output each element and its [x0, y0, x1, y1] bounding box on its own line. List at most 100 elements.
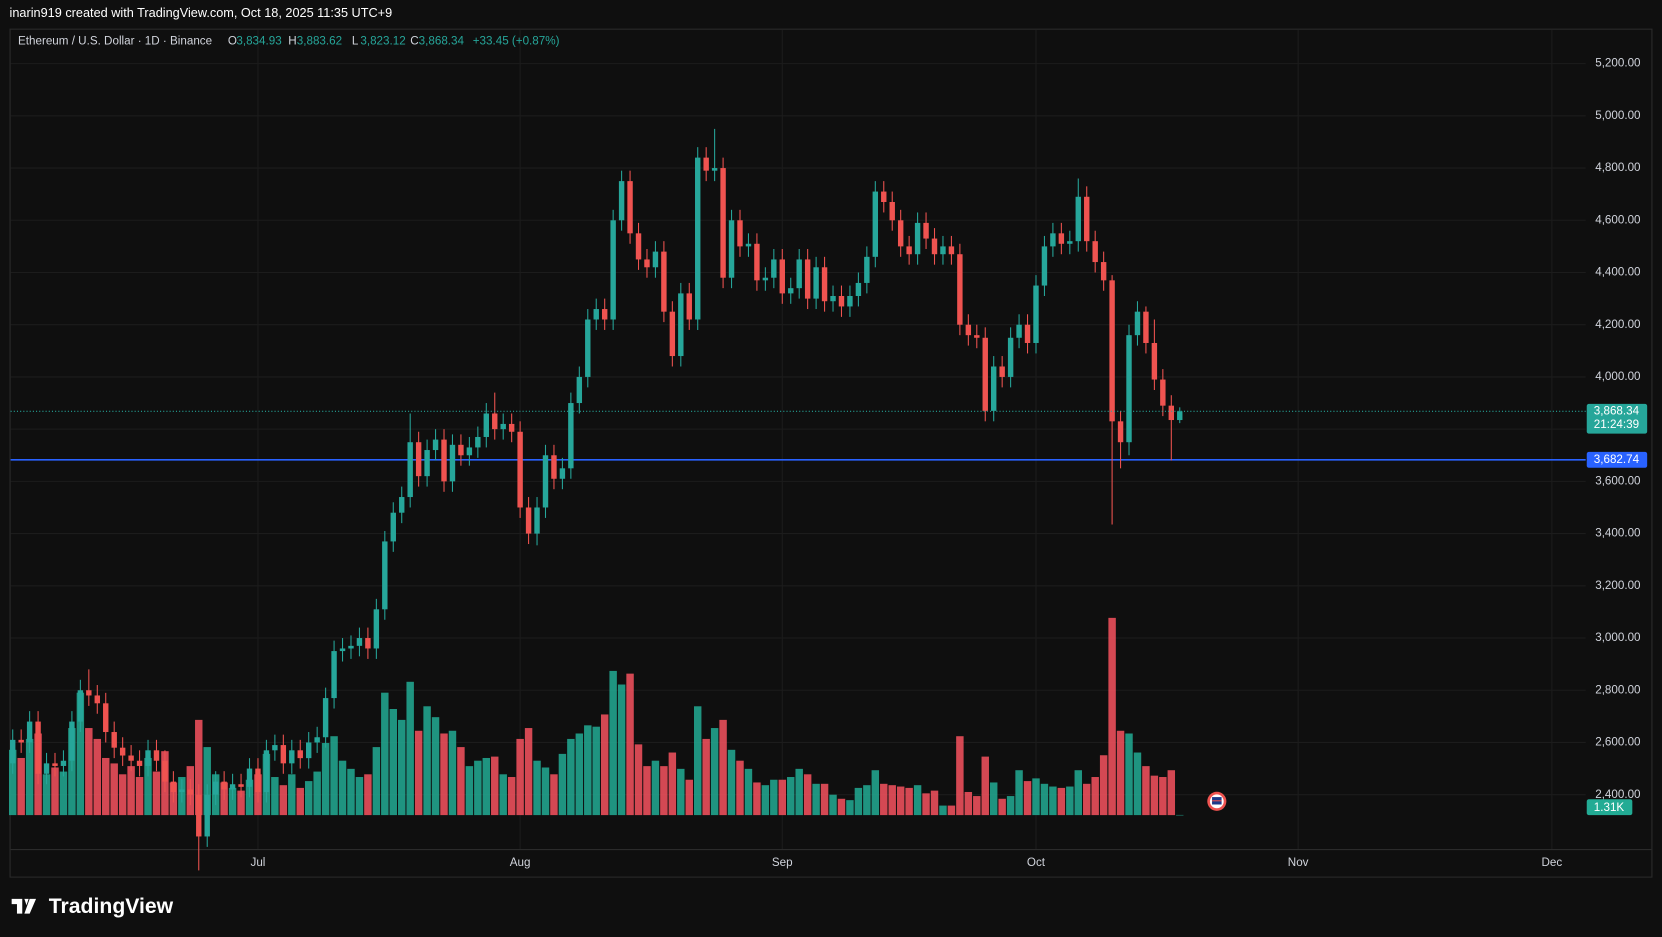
- candle-body: [838, 295, 845, 307]
- volume-bar: [25, 738, 34, 816]
- volume-bar: [617, 684, 626, 816]
- volume-bar: [710, 728, 719, 816]
- candle-body: [179, 789, 185, 793]
- volume-bar: [998, 798, 1006, 816]
- candle-body: [965, 324, 972, 336]
- y-tick-label: 2,400.00: [1595, 788, 1641, 801]
- y-tick-label: 4,600.00: [1595, 213, 1641, 226]
- y-tick-label: 3,400.00: [1595, 527, 1641, 540]
- volume-bar: [575, 733, 584, 816]
- candle-body: [754, 243, 760, 281]
- volume-bar: [1116, 730, 1125, 816]
- volume-bar: [634, 744, 643, 816]
- candle-body: [627, 181, 633, 234]
- volume-bar: [507, 777, 516, 816]
- candle-body: [542, 455, 549, 508]
- volume-bar: [643, 766, 651, 816]
- candle-body: [1050, 233, 1056, 247]
- legend-change: +33.45 (+0.87%): [473, 34, 560, 47]
- candle-body: [441, 439, 447, 482]
- logo[interactable]: TradingView: [11, 895, 174, 918]
- candle-body: [35, 721, 41, 774]
- countdown: 21:24:39: [1594, 418, 1639, 431]
- volume-bar: [144, 757, 152, 816]
- volume-bar: [761, 785, 770, 816]
- volume-bar: [973, 796, 981, 816]
- volume-bar: [668, 752, 677, 816]
- volume-bar: [820, 783, 829, 816]
- volume-bar: [398, 719, 406, 816]
- candle-body: [585, 319, 591, 377]
- candle-body: [1134, 311, 1141, 336]
- candle-body: [136, 760, 143, 766]
- candle-body: [728, 220, 735, 278]
- candle-body: [60, 760, 67, 766]
- volume-bar: [448, 730, 457, 816]
- candle-body: [1041, 246, 1048, 286]
- volume-bar: [736, 760, 744, 816]
- candle-body: [43, 763, 50, 774]
- volume-bar: [1091, 777, 1099, 816]
- candle-body: [1016, 324, 1022, 338]
- candle-body: [339, 648, 346, 652]
- volume-bar: [600, 714, 609, 816]
- volume-bar: [1159, 777, 1167, 816]
- volume-bar: [1099, 755, 1108, 816]
- candle-body: [864, 256, 870, 283]
- candle-body: [1007, 337, 1014, 377]
- volume-bar: [584, 725, 592, 816]
- candle-body: [314, 737, 320, 743]
- candle-body: [212, 781, 219, 795]
- volume-bar: [42, 774, 51, 816]
- volume-bar: [414, 730, 423, 816]
- candle-body: [610, 220, 616, 320]
- volume-bar: [8, 749, 17, 816]
- candle-body: [86, 690, 92, 696]
- volume-bar: [499, 774, 507, 816]
- header-text: inarin919 created with TradingView.com, …: [10, 5, 393, 20]
- candle-body: [830, 295, 836, 302]
- candle-body: [52, 763, 58, 766]
- symbol-title: Ethereum / U.S. Dollar · 1D · Binance: [18, 34, 212, 47]
- volume-bar: [1066, 786, 1074, 816]
- candle-body: [229, 784, 236, 790]
- volume-bar: [727, 749, 736, 816]
- candle-body: [297, 750, 303, 759]
- y-tick-label: 3,200.00: [1595, 579, 1641, 592]
- legend-key: C: [410, 34, 418, 47]
- volume-bar: [76, 692, 85, 816]
- candle-body: [432, 439, 439, 451]
- volume-bar: [431, 717, 440, 816]
- volume-bar: [457, 747, 465, 816]
- event-icon[interactable]: [1207, 791, 1227, 811]
- x-tick-label: Nov: [1288, 856, 1309, 869]
- y-tick-label: 3,000.00: [1595, 631, 1641, 644]
- volume-bar: [68, 728, 76, 816]
- legend-key: L: [352, 34, 359, 47]
- volume-bar: [1167, 770, 1176, 816]
- legend-key: O: [228, 34, 237, 47]
- candle-body: [914, 222, 921, 255]
- volume-bar: [693, 706, 702, 816]
- volume-bar: [947, 805, 956, 816]
- candle-body: [652, 251, 659, 268]
- candle-body: [618, 181, 625, 221]
- volume-bar: [905, 787, 913, 816]
- candle-body: [1084, 196, 1090, 242]
- volume-bar: [1150, 775, 1159, 816]
- candle-body: [1033, 285, 1039, 343]
- candle-body: [204, 794, 210, 837]
- candle-body: [923, 222, 929, 239]
- candle-body: [1058, 233, 1065, 244]
- candle-body: [855, 282, 862, 296]
- volume-bar: [753, 782, 761, 816]
- candle-body: [1177, 411, 1183, 421]
- volume-bar: [1040, 783, 1049, 816]
- candle-body: [449, 444, 456, 482]
- candle-body: [1067, 241, 1073, 244]
- volume-bar: [803, 774, 812, 816]
- volume-bar: [702, 738, 710, 816]
- logo-text: TradingView: [49, 895, 174, 918]
- candle-body: [458, 444, 464, 456]
- volume-bar: [989, 782, 998, 816]
